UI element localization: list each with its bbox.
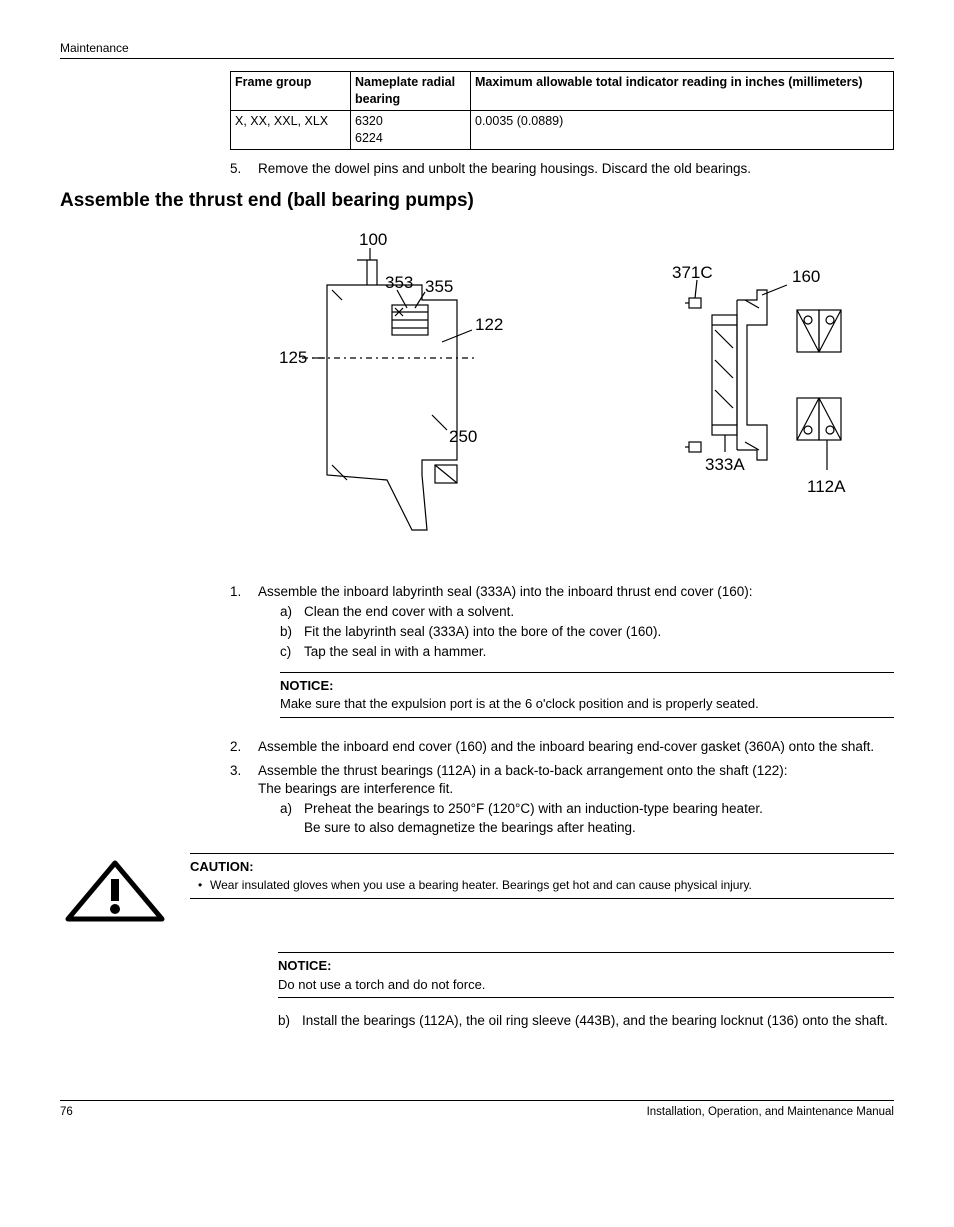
table-header-row: Frame group Nameplate radial bearing Max… [231, 72, 894, 111]
step-number: 2. [230, 738, 258, 756]
cell-bearing: 6320 6224 [351, 110, 471, 149]
callout-112a: 112A [807, 477, 846, 496]
callout-250: 250 [449, 427, 477, 446]
step-body: Assemble the thrust bearings (112A) in a… [258, 762, 894, 839]
caution-content: CAUTION: • Wear insulated gloves when yo… [190, 853, 894, 899]
manual-title: Installation, Operation, and Maintenance… [647, 1105, 894, 1121]
step-text: Assemble the thrust bearings (112A) in a… [258, 763, 788, 778]
sub-text: Tap the seal in with a hammer. [304, 643, 894, 661]
callout-125: 125 [279, 348, 307, 367]
step-text: Assemble the inboard end cover (160) and… [258, 739, 874, 754]
list-item: 2. Assemble the inboard end cover (160) … [230, 738, 894, 756]
bearing-table: Frame group Nameplate radial bearing Max… [230, 71, 894, 150]
sub-text: Clean the end cover with a solvent. [304, 603, 894, 621]
sub-text: Install the bearings (112A), the oil rin… [302, 1012, 894, 1030]
sub-text-line2: Be sure to also demagnetize the bearings… [304, 820, 636, 835]
cell-reading: 0.0035 (0.0889) [471, 110, 894, 149]
callout-122: 122 [475, 315, 503, 334]
step-number: 1. [230, 583, 258, 732]
sub-label: a) [280, 603, 304, 621]
caution-block: CAUTION: • Wear insulated gloves when yo… [60, 853, 894, 932]
sub-item: b)Fit the labyrinth seal (333A) into the… [280, 623, 894, 641]
section-heading: Assemble the thrust end (ball bearing pu… [60, 188, 894, 214]
sub-list: a)Clean the end cover with a solvent. b)… [258, 603, 894, 662]
pre-step-list: 5. Remove the dowel pins and unbolt the … [230, 160, 894, 178]
notice-text: Make sure that the expulsion port is at … [280, 695, 894, 713]
callout-371c: 371C [672, 263, 713, 282]
list-item: 5. Remove the dowel pins and unbolt the … [230, 160, 894, 178]
step-body: Assemble the inboard end cover (160) and… [258, 738, 894, 756]
step-number: 3. [230, 762, 258, 839]
callout-333a: 333A [705, 455, 745, 474]
page-number: 76 [60, 1105, 73, 1121]
step-body: Assemble the inboard labyrinth seal (333… [258, 583, 894, 732]
pre-content-block: Frame group Nameplate radial bearing Max… [230, 71, 894, 178]
sub-label: b) [278, 1012, 302, 1030]
col-header-frame: Frame group [231, 72, 351, 111]
sub-text: Preheat the bearings to 250°F (120°C) wi… [304, 800, 894, 836]
notice-box: NOTICE: Do not use a torch and do not fo… [278, 952, 894, 998]
notice-title: NOTICE: [278, 957, 894, 975]
caution-title: CAUTION: [190, 858, 894, 876]
header-section-label: Maintenance [60, 41, 129, 55]
sub-list: a) Preheat the bearings to 250°F (120°C)… [258, 800, 894, 836]
sub-label: a) [280, 800, 304, 836]
bullet-dot: • [190, 877, 210, 893]
sub-text-line1: Preheat the bearings to 250°F (120°C) wi… [304, 801, 763, 816]
sub-item: a) Preheat the bearings to 250°F (120°C)… [280, 800, 894, 836]
main-content-block: 100 353 355 371C 160 122 125 250 333A 11… [230, 230, 894, 839]
caution-bullet: • Wear insulated gloves when you use a b… [190, 877, 894, 893]
notice-title: NOTICE: [280, 677, 894, 695]
step-extra: The bearings are interference fit. [258, 781, 453, 796]
callout-160: 160 [792, 267, 820, 286]
sub-list-continued: b) Install the bearings (112A), the oil … [278, 1012, 894, 1030]
step-text: Remove the dowel pins and unbolt the bea… [258, 160, 894, 178]
list-item: 3. Assemble the thrust bearings (112A) i… [230, 762, 894, 839]
assembly-diagram: 100 353 355 371C 160 122 125 250 333A 11… [230, 230, 894, 555]
callout-353: 353 [385, 273, 413, 292]
procedure-list: 1. Assemble the inboard labyrinth seal (… [230, 583, 894, 839]
callout-355: 355 [425, 277, 453, 296]
diagram-svg: 100 353 355 371C 160 122 125 250 333A 11… [267, 230, 857, 550]
sub-label: c) [280, 643, 304, 661]
callout-100: 100 [359, 230, 387, 249]
cell-frame: X, XX, XXL, XLX [231, 110, 351, 149]
page-footer: 76 Installation, Operation, and Maintena… [60, 1100, 894, 1121]
col-header-reading: Maximum allowable total indicator readin… [471, 72, 894, 111]
list-item: 1. Assemble the inboard labyrinth seal (… [230, 583, 894, 732]
col-header-bearing: Nameplate radial bearing [351, 72, 471, 111]
sub-text: Fit the labyrinth seal (333A) into the b… [304, 623, 894, 641]
sub-item: a)Clean the end cover with a solvent. [280, 603, 894, 621]
page-header: Maintenance [60, 40, 894, 59]
table-row: X, XX, XXL, XLX 6320 6224 0.0035 (0.0889… [231, 110, 894, 149]
warning-icon [60, 853, 190, 932]
caution-text: Wear insulated gloves when you use a bea… [210, 877, 894, 893]
sub-label: b) [280, 623, 304, 641]
notice-box: NOTICE: Make sure that the expulsion por… [280, 672, 894, 718]
sub-item: b) Install the bearings (112A), the oil … [278, 1012, 894, 1030]
step-text: Assemble the inboard labyrinth seal (333… [258, 584, 753, 599]
post-caution-block: NOTICE: Do not use a torch and do not fo… [230, 952, 894, 1030]
step-number: 5. [230, 160, 258, 178]
sub-item: c)Tap the seal in with a hammer. [280, 643, 894, 661]
notice-text: Do not use a torch and do not force. [278, 976, 894, 994]
